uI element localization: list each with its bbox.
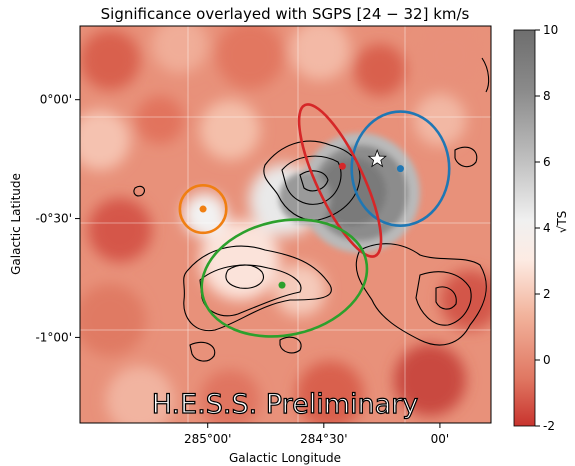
y-tick-label: -0°30' (35, 212, 72, 226)
y-axis: 0°00' -0°30' -1°00' (35, 93, 80, 344)
colorbar-tick-label: 4 (543, 221, 551, 235)
green-dot-marker (278, 281, 286, 289)
y-axis-label: Galactic Latitude (9, 173, 23, 275)
source-ellipses (178, 103, 451, 338)
colorbar: -2 0 2 4 6 8 10 √TS (513, 23, 569, 433)
colorbar-tick-label: 6 (543, 155, 551, 169)
green-ellipse (200, 218, 369, 338)
red-dot-marker (338, 162, 346, 170)
colorbar-label: √TS (555, 211, 569, 234)
y-tick-label: -1°00' (35, 330, 72, 344)
plot-area: H.E.S.S. Preliminary (80, 26, 491, 423)
y-tick-label: 0°00' (40, 93, 72, 107)
blue-dot-marker (396, 165, 404, 173)
blue-ellipse (350, 110, 451, 227)
orange-ellipse (178, 183, 228, 235)
colorbar-tick-label: 8 (543, 89, 551, 103)
grid (80, 26, 491, 423)
source-markers (199, 148, 404, 289)
x-tick-label: 285°00' (184, 432, 231, 446)
colorbar-ticks: -2 0 2 4 6 8 10 (535, 23, 558, 433)
plot-frame (79, 25, 492, 424)
colorbar-gradient (513, 29, 536, 427)
colorbar-tick-label: -2 (543, 419, 555, 433)
x-tick-label: 284°30' (300, 432, 347, 446)
colorbar-tick-label: 10 (543, 23, 558, 37)
chart-title: Significance overlayed with SGPS [24 − 3… (101, 5, 470, 23)
red-ellipse (297, 103, 383, 258)
colorbar-tick-label: 2 (543, 287, 551, 301)
x-axis-label: Galactic Longitude (229, 451, 341, 465)
sgps-contours (133, 57, 490, 362)
star-marker (367, 148, 387, 168)
colorbar-tick-label: 0 (543, 353, 551, 367)
watermark: H.E.S.S. Preliminary (152, 389, 419, 420)
x-axis: 285°00' 284°30' 00' (184, 423, 449, 446)
orange-dot-marker (199, 205, 207, 213)
x-tick-label: 00' (431, 432, 450, 446)
